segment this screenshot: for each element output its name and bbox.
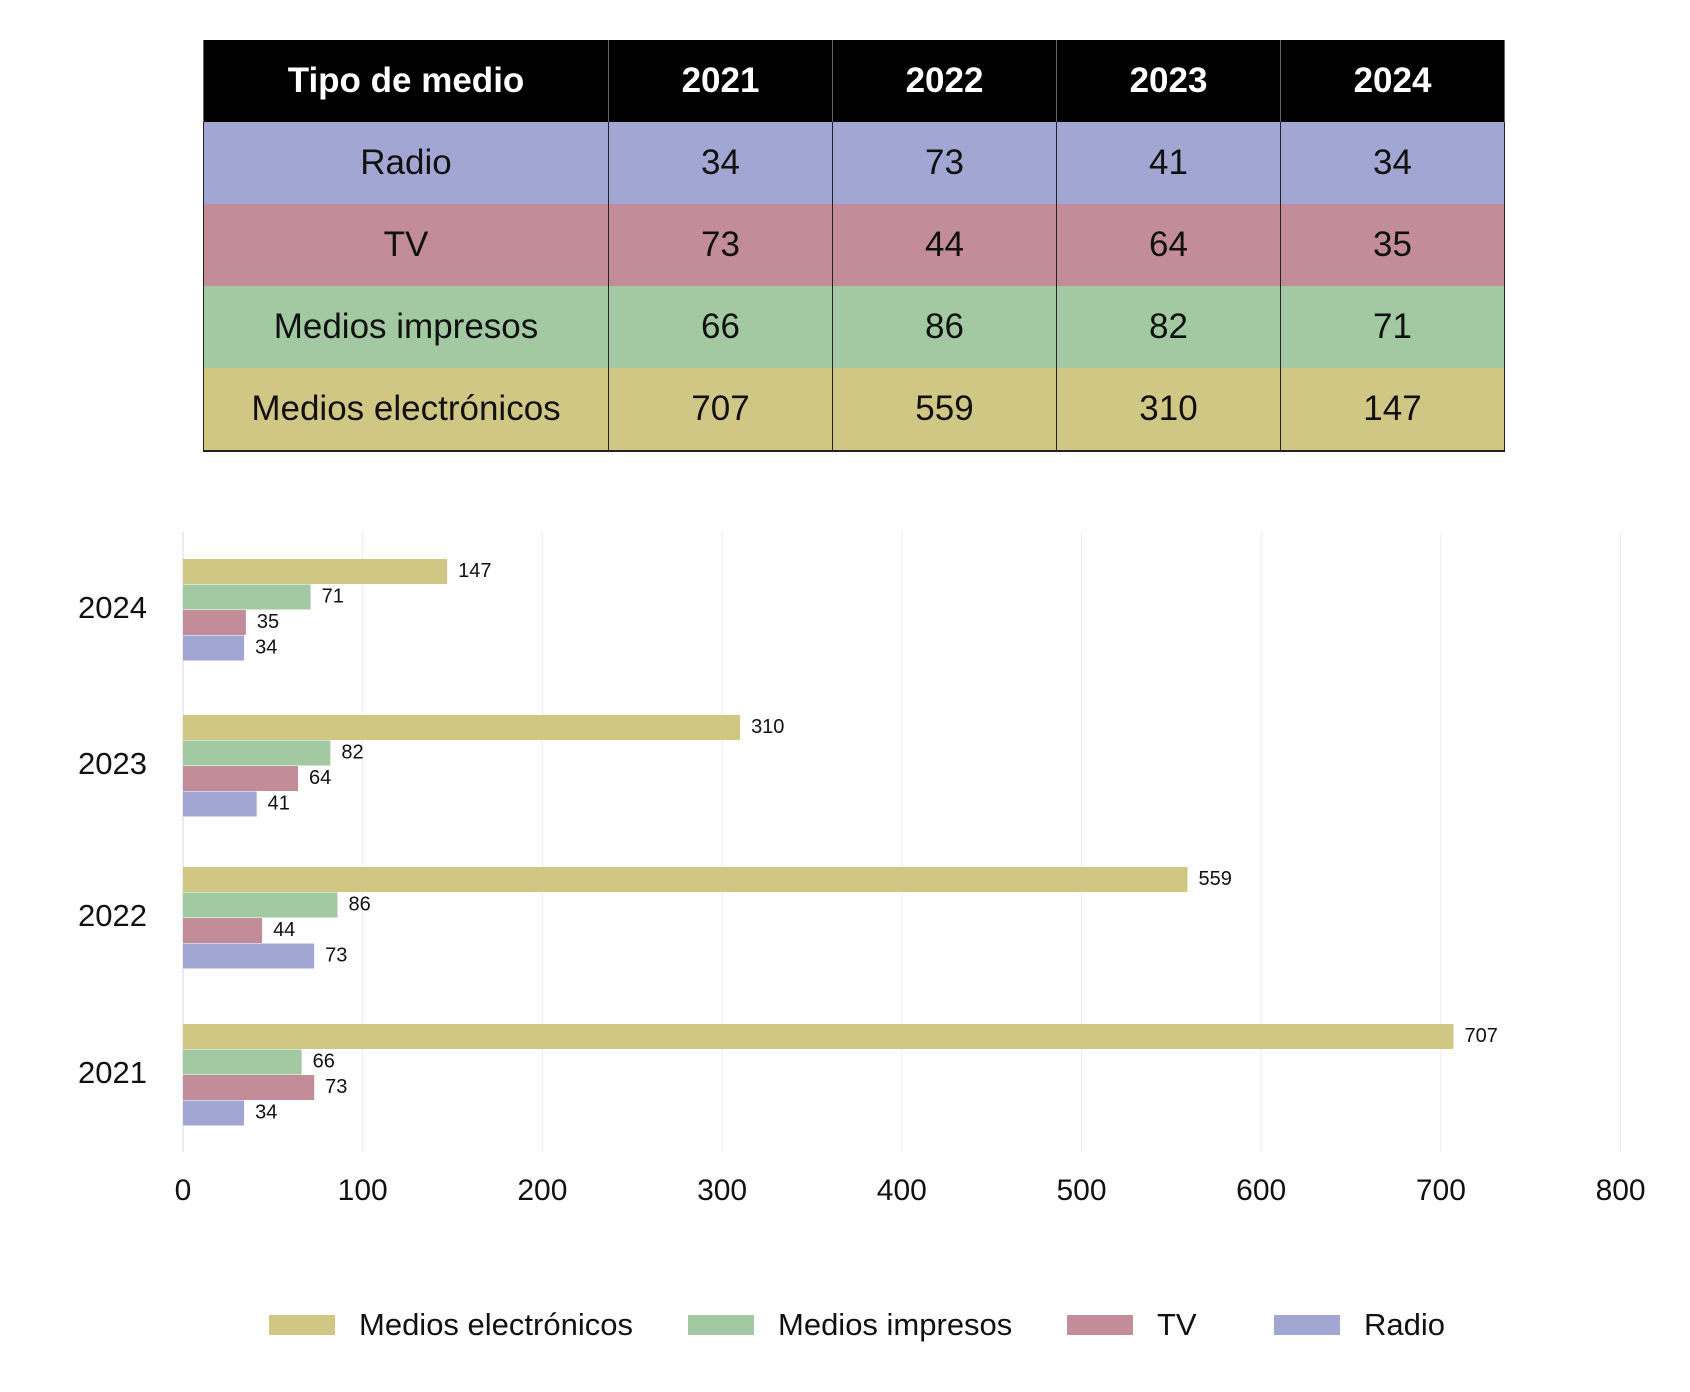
- data-label: 41: [268, 793, 290, 815]
- data-label: 82: [341, 742, 363, 764]
- table-cell: 34: [1280, 122, 1505, 204]
- data-label: 34: [255, 637, 277, 659]
- table-cell: 44: [832, 204, 1057, 286]
- header-tipo-de-medio: Tipo de medio: [203, 40, 609, 122]
- table-cell: 34: [608, 122, 833, 204]
- table-header-row: Tipo de medio 2021 2022 2023 2024: [203, 40, 1505, 122]
- legend-item-radio: Radio: [1274, 1300, 1445, 1350]
- legend-item-tv: TV: [1067, 1300, 1197, 1350]
- bar: [183, 892, 338, 918]
- x-tick-label: 300: [697, 1174, 747, 1207]
- table-cell: 41: [1056, 122, 1281, 204]
- bar: [183, 559, 448, 584]
- y-category-label: 2024: [78, 590, 147, 625]
- table-cell: 310: [1056, 368, 1281, 452]
- legend-swatch: [1067, 1315, 1133, 1335]
- data-label: 559: [1199, 868, 1232, 890]
- bar: [183, 943, 315, 969]
- row-label: Radio: [203, 122, 609, 204]
- table-cell: 82: [1056, 286, 1281, 368]
- y-category-label: 2021: [78, 1055, 147, 1090]
- data-label: 64: [309, 767, 331, 789]
- legend-swatch: [1274, 1315, 1340, 1335]
- data-label: 310: [751, 716, 784, 738]
- table-cell: 147: [1280, 368, 1505, 452]
- x-tick-label: 600: [1236, 1174, 1286, 1207]
- legend-item-medios-impresos: Medios impresos: [688, 1300, 1012, 1350]
- data-label: 66: [313, 1051, 335, 1073]
- bar: [183, 1049, 302, 1075]
- legend-label: Medios impresos: [778, 1307, 1013, 1342]
- bar: [183, 918, 263, 943]
- table-cell: 73: [608, 204, 833, 286]
- table-row-radio: Radio 34 73 41 34: [203, 122, 1505, 204]
- x-tick-label: 800: [1596, 1174, 1646, 1207]
- table-row-medios-impresos: Medios impresos 66 86 82 71: [203, 286, 1505, 368]
- table-cell: 86: [832, 286, 1057, 368]
- legend-swatch: [688, 1315, 754, 1335]
- header-2024: 2024: [1280, 40, 1505, 122]
- y-category-label: 2022: [78, 898, 147, 933]
- media-table: Tipo de medio 2021 2022 2023 2024 Radio …: [203, 40, 1505, 452]
- data-label: 44: [273, 919, 295, 941]
- x-tick-label: 100: [338, 1174, 388, 1207]
- row-label: Medios impresos: [203, 286, 609, 368]
- legend-label: Medios electrónicos: [359, 1307, 633, 1342]
- table-cell: 73: [832, 122, 1057, 204]
- table-cell: 64: [1056, 204, 1281, 286]
- data-label: 147: [458, 560, 491, 582]
- y-category-label: 2023: [78, 746, 147, 781]
- table-cell: 71: [1280, 286, 1505, 368]
- row-label: Medios electrónicos: [203, 368, 609, 452]
- bar-chart: 0 100 200 300 400 500 600 700 800 2024 147 71 35 34 20…: [78, 532, 1646, 1207]
- x-tick-label: 200: [517, 1174, 567, 1207]
- data-label: 35: [257, 611, 279, 633]
- bar: [183, 1024, 1454, 1049]
- bar: [183, 1100, 245, 1126]
- bar: [183, 740, 331, 766]
- x-tick-label: 400: [877, 1174, 927, 1207]
- data-label: 707: [1464, 1025, 1497, 1047]
- data-label: 73: [325, 1076, 347, 1098]
- bar: [183, 791, 257, 817]
- table-cell: 707: [608, 368, 833, 452]
- table-row-medios-electronicos: Medios electrónicos 707 559 310 147: [203, 368, 1505, 452]
- chart-legend: Medios electrónicos Medios impresos TV R…: [0, 1300, 1690, 1350]
- bar: [183, 766, 299, 791]
- table-cell: 35: [1280, 204, 1505, 286]
- bar: [183, 584, 311, 610]
- bar: [183, 867, 1188, 892]
- legend-label: Radio: [1364, 1307, 1445, 1342]
- bar: [183, 1075, 315, 1100]
- data-label: 73: [325, 945, 347, 967]
- bar: [183, 610, 246, 635]
- data-label: 71: [322, 586, 344, 608]
- x-tick-label: 0: [175, 1174, 192, 1207]
- header-2021: 2021: [608, 40, 833, 122]
- bar: [183, 715, 741, 740]
- table-cell: 559: [832, 368, 1057, 452]
- table-cell: 66: [608, 286, 833, 368]
- bar: [183, 635, 245, 661]
- row-label: TV: [203, 204, 609, 286]
- legend-item-medios-electronicos: Medios electrónicos: [269, 1300, 633, 1350]
- legend-label: TV: [1157, 1307, 1197, 1342]
- data-label: 86: [349, 894, 371, 916]
- table-row-tv: TV 73 44 64 35: [203, 204, 1505, 286]
- x-tick-label: 700: [1416, 1174, 1466, 1207]
- x-tick-label: 500: [1056, 1174, 1106, 1207]
- header-2023: 2023: [1056, 40, 1281, 122]
- legend-swatch: [269, 1315, 335, 1335]
- data-label: 34: [255, 1102, 277, 1124]
- header-2022: 2022: [832, 40, 1057, 122]
